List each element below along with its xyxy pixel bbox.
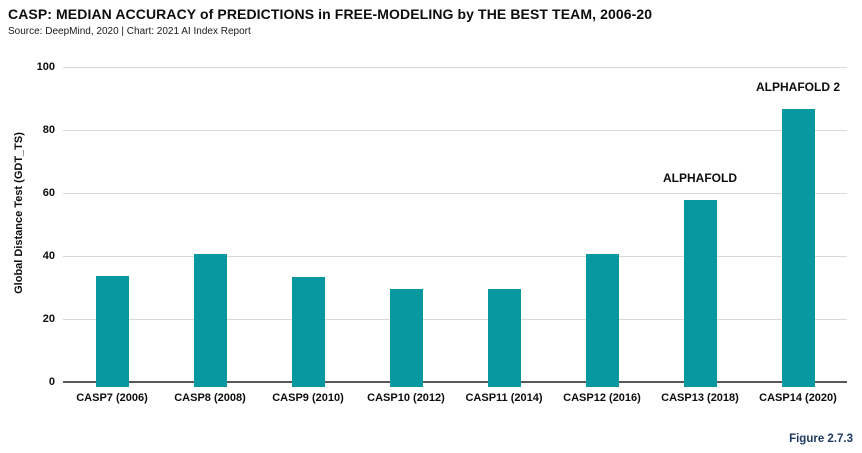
bar-casp12 (585, 253, 619, 387)
gridline-y-40 (63, 256, 847, 257)
gridline-y-80 (63, 130, 847, 131)
y-tick-label-0: 0 (48, 376, 55, 388)
figure-number-label: Figure 2.7.3 (789, 433, 853, 445)
gridline-y-60 (63, 193, 847, 194)
gridline-y-20 (63, 319, 847, 320)
bar-casp10 (389, 288, 423, 387)
x-tick-label-casp8: CASP8 (2008) (174, 392, 246, 404)
y-tick-label-60: 60 (42, 187, 55, 199)
annotation-alphafold: ALPHAFOLD (663, 171, 737, 186)
x-tick-label-casp7: CASP7 (2006) (76, 392, 148, 404)
plot-area: ALPHAFOLD ALPHAFOLD 2 (63, 67, 847, 387)
bar-casp11 (487, 288, 521, 387)
bar-casp9 (291, 277, 325, 387)
x-tick-label-casp11: CASP11 (2014) (465, 392, 543, 404)
bar-casp13 (683, 200, 717, 387)
x-axis-baseline (63, 381, 847, 383)
chart-title: CASP: MEDIAN ACCURACY of PREDICTIONS in … (8, 6, 653, 22)
y-tick-label-40: 40 (42, 250, 55, 262)
x-tick-label-casp9: CASP9 (2010) (272, 392, 344, 404)
bar-casp7 (95, 275, 129, 387)
y-tick-label-80: 80 (42, 124, 55, 136)
y-axis-tick-labels: 0 20 40 60 80 100 (20, 61, 55, 388)
annotation-alphafold-2: ALPHAFOLD 2 (756, 79, 840, 94)
x-tick-label-casp12: CASP12 (2016) (563, 392, 641, 404)
x-tick-label-casp13: CASP13 (2018) (661, 392, 739, 404)
x-axis-tick-labels: CASP7 (2006) CASP8 (2008) CASP9 (2010) CASP… (63, 392, 847, 408)
y-tick-label-20: 20 (42, 313, 55, 325)
bar-casp8 (193, 253, 227, 387)
gridline-y-100 (63, 67, 847, 68)
bar-casp14 (781, 108, 815, 387)
y-tick-label-100: 100 (36, 61, 55, 73)
x-tick-label-casp10: CASP10 (2012) (367, 392, 445, 404)
chart-source-line: Source: DeepMind, 2020 | Chart: 2021 AI … (8, 26, 251, 37)
x-tick-label-casp14: CASP14 (2020) (759, 392, 837, 404)
